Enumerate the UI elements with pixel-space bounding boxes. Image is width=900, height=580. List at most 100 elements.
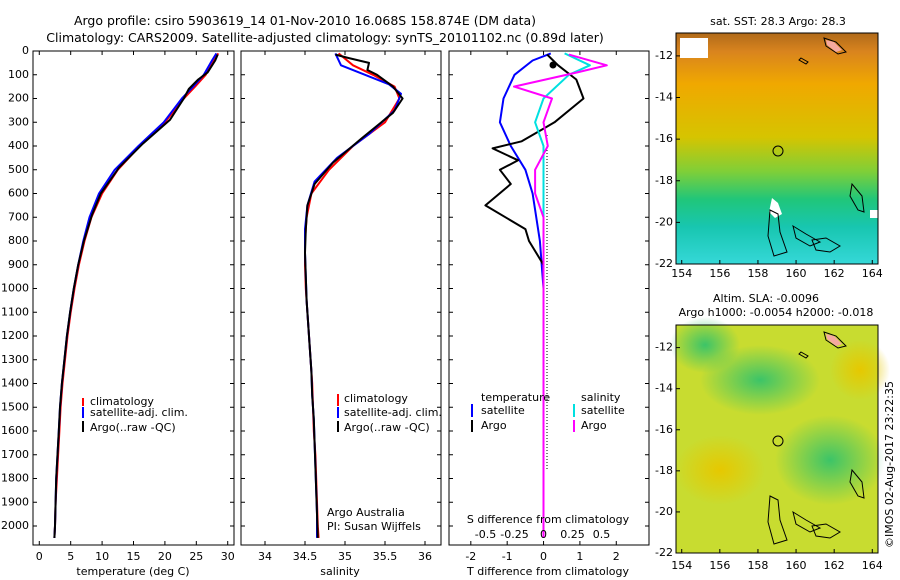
difference-series: [484, 52, 608, 538]
legend-label-s-satellite: satellite: [581, 404, 625, 417]
map-y-tick-label: -22: [655, 546, 673, 559]
salinity-legend: climatology satellite-adj. clim. Argo(..…: [337, 392, 442, 434]
salinity-xlabel: salinity: [320, 565, 360, 578]
x-tick-label: -1: [502, 550, 513, 563]
legend-label-climatology: climatology: [344, 392, 408, 405]
y-tick-label: 2000: [1, 519, 29, 532]
y-tick-label: 800: [8, 234, 29, 247]
temperature-y-ticks: 0 100 200 300 400 500 600 700 800 900 1000 1100 1200…: [1, 44, 234, 532]
map-y-tick-label: -22: [655, 257, 673, 270]
salinity-y-ticks: [241, 50, 441, 527]
sla-map-frame: [675, 324, 879, 554]
series-argo: [53, 54, 219, 538]
y-tick-label: 300: [8, 115, 29, 128]
legend-title-salinity: salinity: [581, 391, 621, 404]
temperature-xlabel: temperature (deg C): [76, 565, 189, 578]
y-tick-label: 1800: [1, 472, 29, 485]
sst-field: [676, 33, 878, 264]
temperature-panel: 0100200300400500600700800900100011001200…: [1, 44, 235, 578]
legend-title-temperature: temperature: [481, 391, 550, 404]
sla-map-title: Altim. SLA: -0.0096: [713, 292, 819, 305]
y-tick-label: 700: [8, 210, 29, 223]
sla-anomaly-positive: [675, 435, 765, 505]
map-x-tick-label: 156: [709, 559, 730, 572]
map-x-tick-label: 156: [709, 267, 730, 280]
y-tick-label: 500: [8, 163, 29, 176]
sst-coastlines: [767, 37, 865, 257]
y-tick-label: 100: [8, 68, 29, 81]
difference-panel: -2 -1 0 1 2 temperature satellite Argo salin…: [448, 50, 650, 578]
y-tick-label: 1900: [1, 495, 29, 508]
x-tick-label: 0: [540, 550, 547, 563]
legend-label-argo: Argo(..raw -QC): [344, 421, 430, 434]
x-tick-label: 1: [576, 550, 583, 563]
salinity-difference-ticks: -0.5 -0.25 0 0.25 0.5: [475, 528, 610, 541]
difference-xlabel: T difference from climatology: [466, 565, 629, 578]
sst-map-ticks: 154 156 158 160 162 164 -12 -14 -16 -18 -20 -22: [655, 49, 883, 280]
y-tick-label: 900: [8, 258, 29, 271]
sla-map-ticks: 154 156 158 160 162 164 -12 -14 -16 -18 -20 -22: [655, 341, 883, 572]
sla-land: [826, 334, 842, 346]
legend-label-s-argo: Argo: [581, 419, 607, 432]
x-tick-label: 5: [67, 550, 74, 563]
difference-top-label: S difference from climatology: [467, 513, 630, 526]
legend-label-satellite: satellite-adj. clim.: [90, 406, 188, 419]
y-tick-label: 400: [8, 139, 29, 152]
profile-location-marker: [772, 435, 784, 447]
s-diff-tick-label: -0.5: [475, 528, 496, 541]
map-y-tick-label: -12: [655, 341, 673, 354]
y-tick-label: 1100: [1, 305, 29, 318]
x-tick-label: 30: [221, 550, 235, 563]
x-tick-label: -2: [465, 550, 476, 563]
map-y-tick-label: -18: [655, 174, 673, 187]
s-diff-tick-label: 0: [540, 528, 547, 541]
footer-credit: ©IMOS 02-Aug-2017 23:22:35: [883, 381, 896, 548]
y-tick-label: 600: [8, 187, 29, 200]
sst-missing-data: [680, 38, 708, 58]
y-tick-label: 1200: [1, 329, 29, 342]
difference-legend: temperature satellite Argo salinity sate…: [471, 391, 625, 432]
temperature-series: [53, 52, 220, 538]
legend-label-satellite: satellite-adj. clim.: [344, 406, 442, 419]
x-tick-label: 2: [613, 550, 620, 563]
figure-title-line2: Climatology: CARS2009. Satellite-adjuste…: [46, 30, 603, 45]
y-tick-label: 0: [22, 44, 29, 57]
x-tick-label: 35: [338, 550, 352, 563]
sla-anomaly-negative: [775, 415, 885, 505]
legend-label-climatology: climatology: [90, 395, 154, 408]
x-tick-label: 34.5: [293, 550, 318, 563]
credit-argo-australia: Argo Australia: [327, 506, 405, 519]
map-x-tick-label: 154: [671, 267, 692, 280]
y-tick-label: 1300: [1, 353, 29, 366]
sst-map-title: sat. SST: 28.3 Argo: 28.3: [710, 15, 846, 28]
map-y-tick-label: -16: [655, 423, 673, 436]
map-x-tick-label: 158: [747, 559, 768, 572]
y-tick-label: 1000: [1, 282, 29, 295]
figure-title-line1: Argo profile: csiro 5903619_14 01-Nov-20…: [74, 13, 536, 28]
x-tick-label: 20: [158, 550, 172, 563]
sst-missing-data: [769, 198, 782, 218]
x-tick-label: 0: [36, 550, 43, 563]
x-tick-label: 10: [95, 550, 109, 563]
map-y-tick-label: -20: [655, 505, 673, 518]
sla-anomaly-negative: [670, 317, 740, 373]
map-x-tick-label: 162: [824, 559, 845, 572]
difference-y-ticks: [449, 50, 649, 527]
credit-pi: PI: Susan Wijffels: [327, 520, 421, 533]
y-tick-label: 1700: [1, 448, 29, 461]
series-salinity-argo: [513, 53, 608, 538]
y-tick-label: 200: [8, 92, 29, 105]
salinity-x-ticks: 34 34.5 35 35.5 36: [258, 51, 432, 563]
s-diff-tick-label: 0.25: [560, 528, 585, 541]
series-temperature-argo: [484, 53, 585, 538]
temperature-legend: climatology satellite-adj. clim. Argo(..…: [82, 395, 188, 434]
map-x-tick-label: 160: [786, 267, 807, 280]
sla-map: Altim. SLA: -0.0096 Argo h1000: -0.0054 …: [655, 292, 890, 572]
sst-map-frame: [675, 32, 879, 265]
map-y-tick-label: -18: [655, 464, 673, 477]
y-tick-label: 1600: [1, 424, 29, 437]
sla-map-subtitle: Argo h1000: -0.0054 h2000: -0.018: [679, 306, 874, 319]
salinity-panel: 34 34.5 35 35.5 36 salinity climatology sate…: [240, 50, 442, 578]
x-tick-label: 34: [258, 550, 272, 563]
